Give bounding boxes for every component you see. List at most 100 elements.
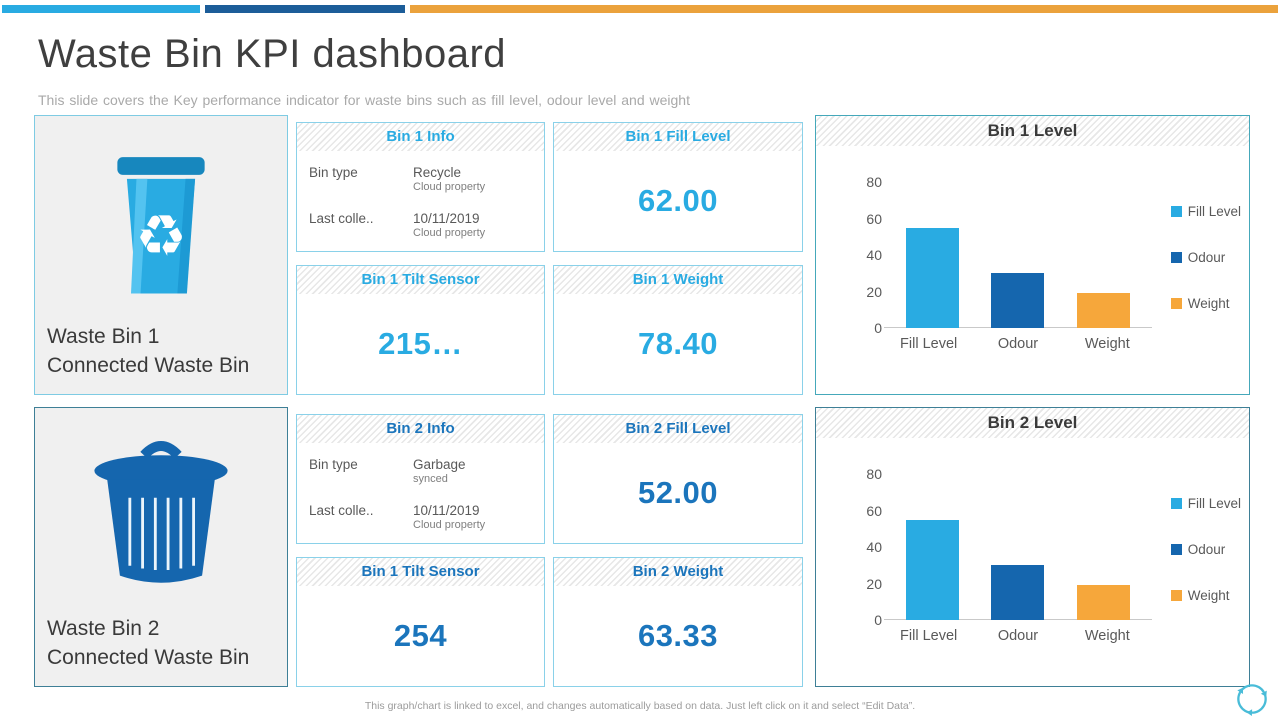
bin-1-weight-title: Bin 1 Weight — [554, 266, 802, 294]
legend-swatch — [1170, 252, 1182, 263]
chart-legend: Fill Level Odour Weight — [1170, 204, 1241, 311]
bin-2-level-chart[interactable]: Bin 2 Level 0 20 40 60 80 Fill Level Odour Wei… — [815, 407, 1250, 687]
garbage-bin-icon — [35, 424, 287, 604]
bars-row — [890, 474, 1146, 620]
bin-1-fill-value: 62.00 — [637, 183, 719, 218]
bar-odour — [991, 273, 1045, 328]
legend-label: Weight — [1187, 296, 1230, 311]
info-row: Last colle.. 10/11/2019 Cloud property — [297, 495, 544, 531]
bin-1-tilt-title: Bin 1 Tilt Sensor — [297, 266, 544, 294]
info-value: 10/11/2019 — [413, 211, 480, 226]
bin-2-fill-card: Bin 2 Fill Level 52.00 — [553, 414, 803, 544]
footer-note: This graph/chart is linked to excel, and… — [364, 700, 916, 712]
info-label: Last colle.. — [309, 211, 374, 226]
legend-swatch — [1170, 498, 1182, 509]
bin-1-tilt-value: 215… — [378, 326, 463, 361]
bin-2-name: Waste Bin 2 — [47, 617, 160, 640]
bin-2-fill-value: 52.00 — [637, 475, 719, 510]
bar-fill-level — [906, 227, 960, 328]
light-blue-bar — [2, 5, 200, 13]
bars-row — [890, 182, 1146, 328]
plot-area: 0 20 40 60 80 — [866, 174, 1152, 336]
info-label: Bin type — [309, 457, 358, 472]
dark-blue-bar — [205, 5, 405, 13]
bar-weight — [1076, 293, 1130, 328]
page-subtitle: This slide covers the Key performance in… — [38, 92, 690, 108]
bin-1-weight-value: 78.40 — [637, 326, 719, 361]
bin-2-caption: Waste Bin 2 Connected Waste Bin — [47, 614, 249, 672]
bin-2-tilt-card: Bin 1 Tilt Sensor 254 — [296, 557, 545, 687]
info-row: Last colle.. 10/11/2019 Cloud property — [297, 203, 544, 239]
bin-2-info-card: Bin 2 Info Bin type Garbage synced Last … — [296, 414, 545, 544]
y-tick-label: 80 — [866, 174, 882, 190]
y-tick-label: 40 — [866, 539, 882, 555]
chart-legend: Fill Level Odour Weight — [1170, 496, 1241, 603]
legend-swatch — [1170, 544, 1182, 555]
bar-fill-level — [906, 519, 960, 620]
legend-label: Odour — [1187, 250, 1226, 265]
bin-2-weight-value: 63.33 — [637, 618, 719, 653]
x-labels-row: Fill Level Odour Weight — [884, 336, 1152, 352]
info-value: Garbage — [413, 457, 466, 472]
bin-2-card: Waste Bin 2 Connected Waste Bin — [34, 407, 288, 687]
bin-2-weight-title: Bin 2 Weight — [554, 558, 802, 586]
bin-1-fill-title: Bin 1 Fill Level — [554, 123, 802, 151]
bin-2-info-title: Bin 2 Info — [297, 415, 544, 443]
bin-2-subtitle: Connected Waste Bin — [47, 646, 250, 669]
info-value: Recycle — [413, 165, 462, 180]
info-label: Last colle.. — [309, 503, 374, 518]
legend-item: Odour — [1170, 542, 1241, 557]
info-note: synced — [413, 473, 448, 485]
x-tick-label: Fill Level — [900, 336, 958, 352]
y-tick-label: 80 — [866, 466, 882, 482]
plot-area: 0 20 40 60 80 — [866, 466, 1152, 628]
y-tick-label: 60 — [866, 502, 882, 519]
bin-1-fill-card: Bin 1 Fill Level 62.00 — [553, 122, 803, 252]
legend-label: Fill Level — [1187, 496, 1241, 511]
y-tick-label: 40 — [866, 247, 882, 263]
bin-1-name: Waste Bin 1 — [47, 325, 160, 348]
bin-2-tilt-title: Bin 1 Tilt Sensor — [297, 558, 544, 586]
info-label: Bin type — [309, 165, 358, 180]
legend-item: Weight — [1170, 588, 1241, 603]
svg-text:♻: ♻ — [135, 202, 186, 269]
x-tick-label: Odour — [997, 336, 1039, 352]
x-tick-label: Weight — [1084, 336, 1130, 352]
legend-item: Fill Level — [1170, 204, 1241, 219]
legend-item: Odour — [1170, 250, 1241, 265]
y-tick-label: 60 — [866, 210, 882, 227]
y-tick-label: 20 — [866, 283, 882, 300]
legend-swatch — [1170, 590, 1182, 601]
bar-weight — [1076, 585, 1130, 620]
legend-label: Weight — [1187, 588, 1230, 603]
bin-1-info-card: Bin 1 Info Bin type Recycle Cloud proper… — [296, 122, 545, 252]
legend-swatch — [1170, 298, 1182, 309]
bar-odour — [991, 565, 1045, 620]
legend-item: Fill Level — [1170, 496, 1241, 511]
bin-2-weight-card: Bin 2 Weight 63.33 — [553, 557, 803, 687]
recycle-bin-icon: ♻ — [35, 132, 287, 324]
y-tick-label: 20 — [866, 575, 882, 592]
legend-label: Fill Level — [1187, 204, 1241, 219]
cycle-arrows-icon — [1228, 678, 1276, 720]
bin-1-info-title: Bin 1 Info — [297, 123, 544, 151]
bin-2-tilt-value: 254 — [393, 618, 448, 653]
x-tick-label: Weight — [1084, 628, 1130, 644]
chart-title: Bin 2 Level — [816, 408, 1249, 438]
bin-1-section: ♻ Waste Bin 1 Connected Waste Bin Bin 1 … — [34, 115, 1250, 395]
bin-1-tilt-card: Bin 1 Tilt Sensor 215… — [296, 265, 545, 395]
info-note: Cloud property — [413, 227, 486, 239]
bin-1-weight-card: Bin 1 Weight 78.40 — [553, 265, 803, 395]
bin-2-fill-title: Bin 2 Fill Level — [554, 415, 802, 443]
legend-swatch — [1170, 206, 1182, 217]
legend-item: Weight — [1170, 296, 1241, 311]
bin-2-section: Waste Bin 2 Connected Waste Bin Bin 2 In… — [34, 407, 1250, 687]
bin-1-subtitle: Connected Waste Bin — [47, 354, 250, 377]
legend-label: Odour — [1187, 542, 1226, 557]
info-row: Bin type Garbage synced — [297, 449, 544, 485]
x-labels-row: Fill Level Odour Weight — [884, 628, 1152, 644]
info-row: Bin type Recycle Cloud property — [297, 157, 544, 193]
bin-1-level-chart[interactable]: Bin 1 Level 0 20 40 60 80 Fill Level Odour Wei… — [815, 115, 1250, 395]
x-tick-label: Fill Level — [900, 628, 958, 644]
bin-1-card: ♻ Waste Bin 1 Connected Waste Bin — [34, 115, 288, 395]
